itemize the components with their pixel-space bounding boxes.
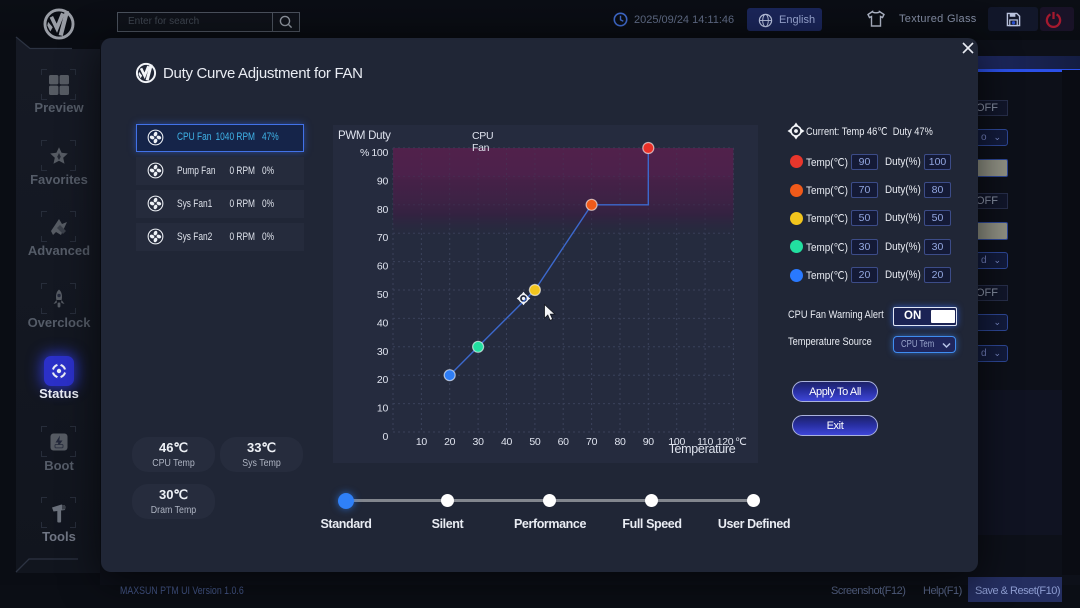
svg-text:Fan: Fan bbox=[472, 142, 490, 154]
svg-text:50: 50 bbox=[529, 436, 541, 448]
svg-text:CPU: CPU bbox=[472, 130, 493, 142]
svg-text:20: 20 bbox=[377, 374, 389, 386]
svg-text:Temperature: Temperature bbox=[669, 442, 736, 456]
svg-text:90: 90 bbox=[643, 436, 655, 448]
svg-text:80: 80 bbox=[377, 204, 389, 216]
svg-text:70: 70 bbox=[586, 436, 598, 448]
svg-text:40: 40 bbox=[377, 317, 389, 329]
svg-text:40: 40 bbox=[501, 436, 513, 448]
svg-text:110: 110 bbox=[697, 436, 713, 448]
svg-text:120: 120 bbox=[717, 436, 734, 448]
svg-text:100: 100 bbox=[371, 147, 388, 159]
svg-text:70: 70 bbox=[377, 232, 389, 244]
svg-text:10: 10 bbox=[377, 403, 389, 415]
svg-text:80: 80 bbox=[614, 436, 626, 448]
svg-text:PWM Duty: PWM Duty bbox=[338, 130, 391, 142]
svg-text:10: 10 bbox=[416, 436, 428, 448]
svg-text:50: 50 bbox=[377, 289, 389, 301]
svg-text:30: 30 bbox=[473, 436, 485, 448]
svg-text:0: 0 bbox=[382, 431, 388, 443]
svg-text:60: 60 bbox=[558, 436, 570, 448]
svg-text:%: % bbox=[360, 147, 369, 159]
svg-text:100: 100 bbox=[668, 436, 685, 448]
svg-text:20: 20 bbox=[444, 436, 456, 448]
svg-text:30: 30 bbox=[377, 346, 389, 358]
svg-text:60: 60 bbox=[377, 261, 389, 273]
svg-text:90: 90 bbox=[377, 175, 389, 187]
svg-text:℃: ℃ bbox=[735, 436, 747, 448]
